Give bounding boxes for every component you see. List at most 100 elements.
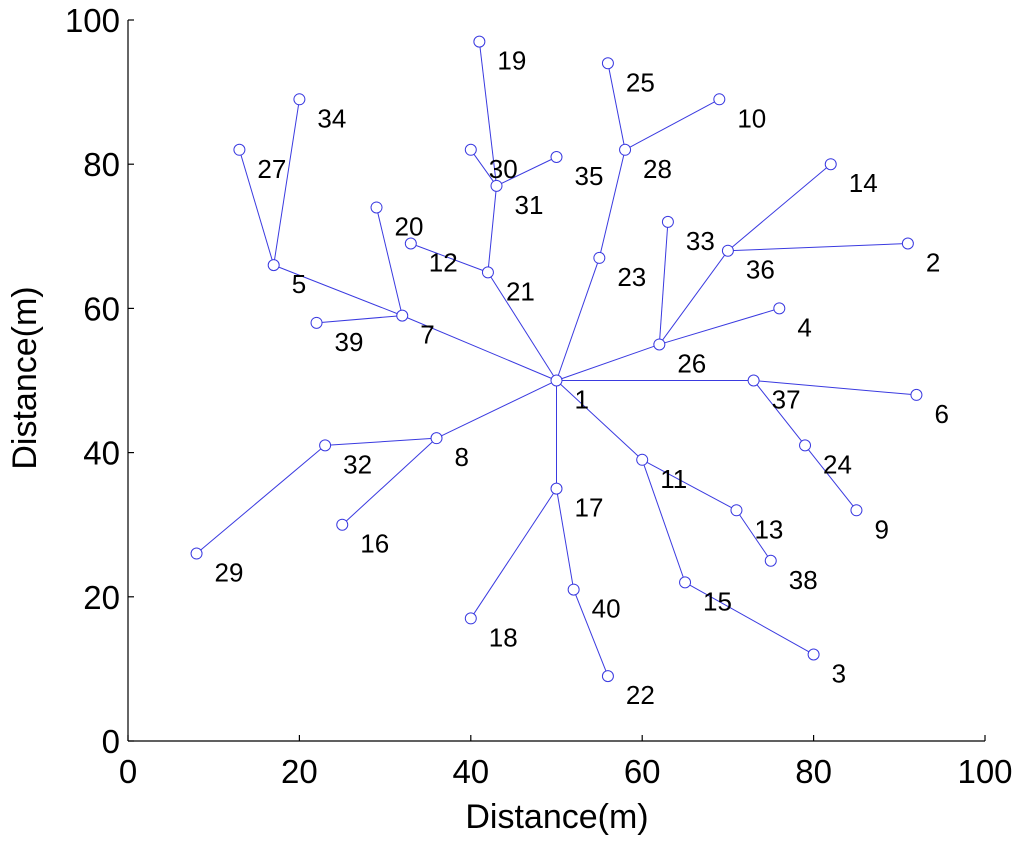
node-21-marker [481, 266, 494, 279]
y-tick-label: 80 [83, 146, 120, 183]
x-tick-label: 80 [795, 753, 832, 790]
node-6-marker [910, 388, 923, 401]
edge-1-11 [556, 380, 643, 461]
edge-28-10 [624, 98, 720, 151]
edge-15-3 [684, 581, 814, 655]
x-tick-label: 20 [281, 753, 318, 790]
edge-24-9 [804, 445, 857, 511]
node-17-label: 17 [575, 493, 604, 523]
node-30-marker [464, 143, 477, 156]
node-39-marker [310, 316, 323, 329]
node-8-marker [430, 432, 443, 445]
node-28-marker [619, 143, 632, 156]
edge-23-28 [598, 149, 626, 259]
x-tick-label: 60 [624, 753, 661, 790]
node-13-label: 13 [754, 514, 783, 544]
node-6-label: 6 [934, 399, 948, 429]
node-37-label: 37 [772, 385, 801, 415]
node-39-label: 39 [335, 327, 364, 357]
node-23-marker [593, 251, 606, 264]
node-21-label: 21 [506, 276, 535, 306]
edge-36-14 [727, 163, 832, 252]
node-40-label: 40 [592, 594, 621, 624]
node-35-marker [550, 150, 563, 163]
node-26-label: 26 [677, 348, 706, 378]
node-19-marker [473, 35, 486, 48]
y-tick-label: 0 [102, 723, 120, 760]
node-14-marker [824, 158, 837, 171]
edge-40-22 [573, 589, 609, 677]
node-15-label: 15 [703, 586, 732, 616]
node-13-marker [730, 504, 743, 517]
edge-26-36 [658, 250, 729, 345]
node-8-label: 8 [455, 442, 469, 472]
edge-1-23 [556, 257, 600, 381]
edge-31-35 [496, 156, 557, 187]
edge-7-39 [316, 315, 403, 324]
edge-11-15 [641, 459, 686, 583]
node-18-marker [464, 612, 477, 625]
node-4-label: 4 [797, 312, 811, 342]
node-11-label: 11 [660, 464, 687, 494]
node-31-label: 31 [515, 190, 544, 220]
node-5-label: 5 [292, 269, 306, 299]
node-25-marker [601, 57, 614, 70]
node-32-label: 32 [343, 449, 372, 479]
node-3-label: 3 [832, 658, 846, 688]
edge-36-2 [727, 243, 908, 252]
node-24-label: 24 [823, 449, 852, 479]
edge-37-6 [753, 380, 917, 396]
node-27-marker [233, 143, 246, 156]
node-23-label: 23 [617, 262, 646, 292]
node-33-label: 33 [686, 226, 715, 256]
edges-layer [196, 41, 917, 677]
node-16-marker [336, 518, 349, 531]
node-labels-layer: 1234567891011121314151617181920212223242… [215, 46, 949, 710]
edge-13-38 [736, 509, 772, 562]
x-tick-label: 100 [957, 753, 1012, 790]
node-31-marker [490, 179, 503, 192]
node-38-marker [764, 554, 777, 567]
edge-5-34 [273, 99, 300, 266]
node-12-marker [404, 237, 417, 250]
node-35-label: 35 [575, 161, 604, 191]
node-36-marker [721, 244, 734, 257]
node-24-marker [799, 439, 812, 452]
node-27-label: 27 [257, 154, 286, 184]
node-4-marker [773, 302, 786, 315]
node-12-label: 12 [429, 248, 458, 278]
node-28-label: 28 [643, 154, 672, 184]
node-40-marker [567, 583, 580, 596]
y-axis-label: Distance(m) [6, 286, 44, 469]
node-33-marker [661, 215, 674, 228]
x-tick-label: 0 [119, 753, 137, 790]
node-17-marker [550, 482, 563, 495]
x-axis-label: Distance(m) [465, 798, 648, 836]
node-32-marker [319, 439, 332, 452]
edge-17-40 [556, 488, 575, 590]
node-10-marker [713, 93, 726, 106]
node-16-label: 16 [360, 529, 389, 559]
node-34-marker [293, 93, 306, 106]
node-29-label: 29 [215, 558, 244, 588]
x-tick-label: 40 [452, 753, 489, 790]
node-10-label: 10 [737, 103, 766, 133]
edge-1-21 [487, 272, 557, 381]
edge-1-7 [402, 315, 557, 381]
edge-32-29 [196, 445, 326, 554]
edge-1-26 [556, 343, 660, 381]
node-22-marker [601, 670, 614, 683]
edge-31-30 [470, 149, 497, 187]
node-22-label: 22 [626, 680, 655, 710]
node-20-marker [370, 201, 383, 214]
node-30-label: 30 [489, 154, 518, 184]
node-29-marker [190, 547, 203, 560]
node-2-label: 2 [926, 248, 940, 278]
node-5-marker [267, 259, 280, 272]
node-19-label: 19 [497, 46, 526, 76]
edge-8-32 [325, 437, 437, 446]
edge-5-27 [238, 149, 275, 266]
node-7-marker [396, 309, 409, 322]
node-1-label: 1 [575, 385, 589, 415]
node-38-label: 38 [789, 565, 818, 595]
